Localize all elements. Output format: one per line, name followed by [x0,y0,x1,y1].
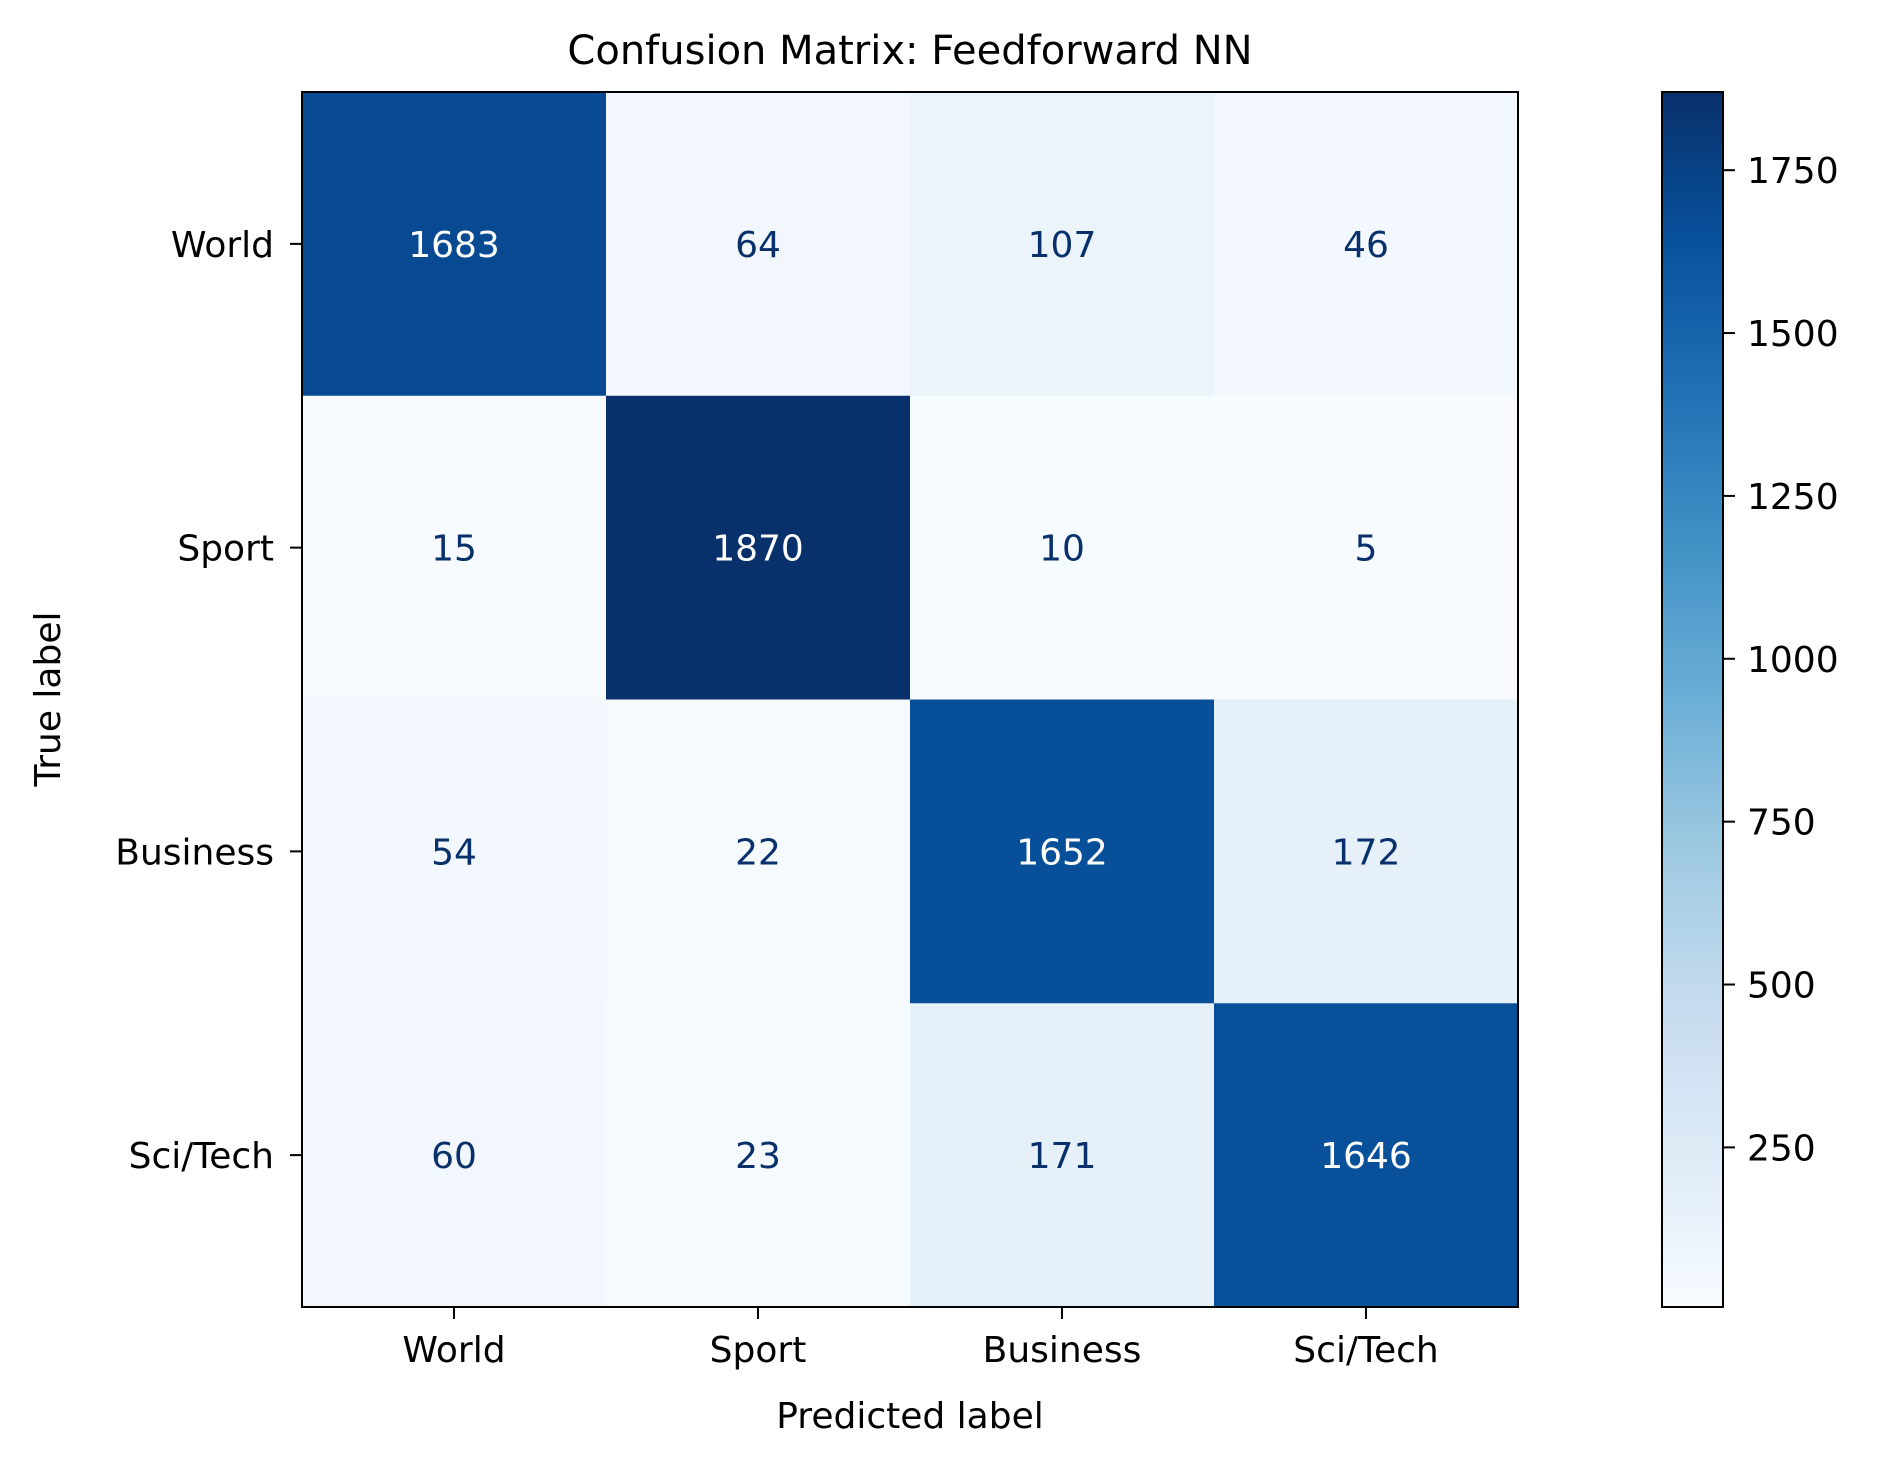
chart-title: Confusion Matrix: Feedforward NN [567,28,1252,74]
heatmap-cell [302,699,607,1004]
heatmap-cells [302,92,1519,1308]
cell-value-label: 22 [735,832,781,873]
colorbar-tick-label: 1750 [1747,151,1839,192]
x-tick-label: World [402,1330,505,1371]
y-tick-label: Sport [177,529,274,570]
x-axis-ticks: World Sport Business Sci/Tech [402,1307,1439,1371]
cell-value-label: 1683 [408,225,500,266]
cell-value-label: 1646 [1320,1136,1412,1177]
cell-value-label: 1652 [1016,832,1108,873]
heatmap-cell [302,395,607,700]
cell-value-label: 54 [431,832,477,873]
plot-frame [301,91,1519,1308]
heatmap-cell [1214,1003,1519,1308]
x-tick-label: Business [983,1330,1142,1371]
cell-value-label: 107 [1028,225,1097,266]
cell-value-label: 5 [1355,529,1378,570]
y-axis-ticks: World Sport Business Sci/Tech [115,225,302,1177]
y-tick-label: Business [115,832,274,873]
cell-value-label: 15 [431,529,477,570]
heatmap-cell [1214,699,1519,1004]
x-tick-label: Sport [710,1330,807,1371]
colorbar-tick-label: 750 [1747,803,1816,844]
colorbar-tick-label: 500 [1747,966,1816,1007]
cell-value-label: 10 [1039,529,1085,570]
cell-value-label: 60 [431,1136,477,1177]
y-tick-label: World [171,225,274,266]
cell-value-label: 172 [1332,832,1401,873]
heatmap-cell [302,1003,607,1308]
heatmap-cell [606,395,911,700]
heatmap-cell [1214,92,1519,397]
heatmap-cell-labels: 1683 64 107 46 15 1870 10 5 54 22 1652 172 60 23 171 16… [408,225,1412,1177]
colorbar-tick-label: 1250 [1747,477,1839,518]
cell-value-label: 171 [1028,1136,1097,1177]
cell-value-label: 23 [735,1136,781,1177]
colorbar [1662,92,1723,1307]
heatmap-cell [606,1003,911,1308]
cell-value-label: 46 [1343,225,1389,266]
colorbar-tick-label: 1500 [1747,314,1839,355]
cell-value-label: 1870 [712,529,804,570]
heatmap-cell [606,699,911,1004]
heatmap-cell [910,699,1215,1004]
heatmap-cell [1214,395,1519,700]
heatmap-cell [302,92,607,397]
colorbar-tick-label: 1000 [1747,640,1839,681]
heatmap-cell [606,92,911,397]
colorbar-tick-label: 250 [1747,1128,1816,1169]
x-axis-label: Predicted label [776,1396,1044,1437]
heatmap-cell [910,395,1215,700]
heatmap-cell [910,1003,1215,1308]
y-tick-label: Sci/Tech [129,1136,274,1177]
heatmap-cell [910,92,1215,397]
x-tick-label: Sci/Tech [1293,1330,1438,1371]
colorbar-ticks: 250 500 750 1000 1250 1500 1750 [1723,151,1839,1169]
y-axis-label: True label [28,612,69,788]
cell-value-label: 64 [735,225,781,266]
colorbar-frame [1661,91,1724,1308]
